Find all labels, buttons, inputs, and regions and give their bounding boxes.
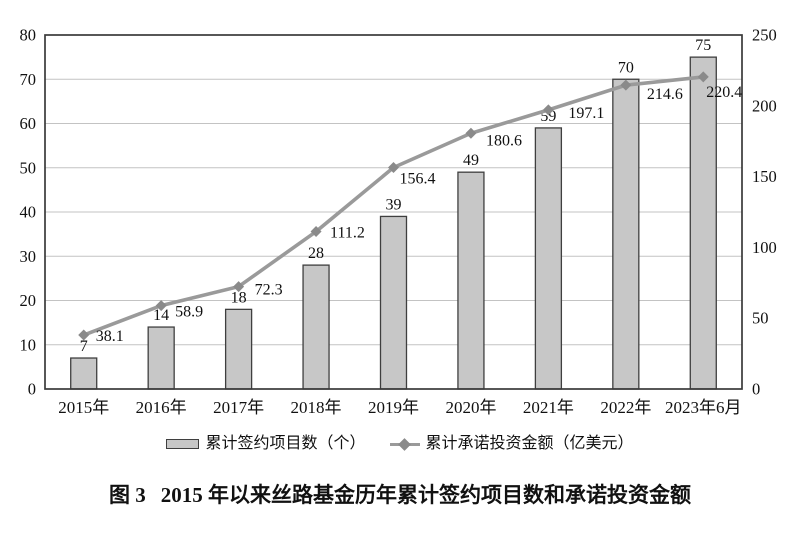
right-axis-tick-label: 250 <box>752 26 777 45</box>
x-axis-label: 2018年 <box>291 398 342 417</box>
x-axis-label: 2022年 <box>600 398 651 417</box>
bar-value-label: 14 <box>153 307 169 324</box>
bar-value-label: 18 <box>231 289 247 306</box>
line-marker-icon <box>697 71 709 83</box>
x-axis-label: 2021年 <box>523 398 574 417</box>
line-marker-icon <box>620 79 632 91</box>
line-value-label: 38.1 <box>96 328 124 345</box>
line-value-label: 220.4 <box>706 84 742 101</box>
bar-swatch-icon <box>166 439 200 449</box>
x-axis-label: 2016年 <box>136 398 187 417</box>
bar <box>224 308 253 390</box>
legend-item-projects: 累计签约项目数（个） <box>166 433 366 455</box>
legend-label-investment: 累计承诺投资金额（亿美元） <box>425 435 634 452</box>
left-axis-tick-label: 70 <box>20 70 37 89</box>
left-axis-tick-label: 40 <box>20 203 37 222</box>
line-value-label: 156.4 <box>400 171 436 188</box>
bar-value-label: 7 <box>80 338 88 355</box>
right-axis-tick-label: 150 <box>752 167 777 186</box>
right-axis-tick-label: 200 <box>752 96 777 115</box>
figure-title-text: 2015 年以来丝路基金历年累计签约项目数和承诺投资金额 <box>160 483 691 507</box>
bar <box>70 357 98 390</box>
right-axis-tick-label: 50 <box>752 309 769 328</box>
plot-border <box>44 34 743 390</box>
line-marker-icon <box>542 104 554 116</box>
bar-value-label: 49 <box>463 152 479 169</box>
left-axis-tick-label: 50 <box>20 158 37 177</box>
left-axis-tick-label: 0 <box>28 380 36 399</box>
chart-legend: 累计签约项目数（个） 累计承诺投资金额（亿美元） <box>0 433 800 455</box>
left-axis-tick-label: 30 <box>20 247 37 266</box>
line-marker-swatch-icon <box>389 437 420 451</box>
line-value-label: 72.3 <box>255 282 283 299</box>
left-axis-tick-label: 20 <box>20 291 37 310</box>
figure-caption: 图 3 2015 年以来丝路基金历年累计签约项目数和承诺投资金额 <box>0 479 800 509</box>
bar-value-label: 28 <box>308 245 324 262</box>
line-marker-icon <box>233 281 245 293</box>
bar-value-label: 75 <box>695 37 711 54</box>
legend-label-projects: 累计签约项目数（个） <box>205 435 366 452</box>
right-axis-tick-label: 0 <box>752 380 760 399</box>
x-axis-label: 2020年 <box>445 398 496 417</box>
bar <box>689 56 717 390</box>
x-axis-label: 2015年 <box>58 398 109 417</box>
diamond-marker-icon <box>397 437 411 451</box>
legend-item-investment: 累计承诺投资金额（亿美元） <box>389 433 634 455</box>
x-axis-label: 2019年 <box>368 398 419 417</box>
line-marker-icon <box>465 127 477 139</box>
combo-chart: 7141828394959707538.158.972.3111.2156.41… <box>20 26 777 418</box>
x-axis-label: 2017年 <box>213 398 264 417</box>
figure-number: 图 3 <box>109 483 146 507</box>
bar-value-label: 39 <box>386 196 402 213</box>
line-value-label: 111.2 <box>330 225 365 242</box>
line-marker-icon <box>78 329 90 341</box>
line-marker-icon <box>388 162 399 174</box>
bar <box>457 171 485 390</box>
x-axis-label: 2023年6月 <box>665 398 742 417</box>
line-value-label: 197.1 <box>568 105 604 122</box>
right-axis-tick-label: 100 <box>752 238 777 257</box>
line-value-label: 214.6 <box>647 86 683 103</box>
line-value-label: 58.9 <box>175 304 203 321</box>
left-axis-tick-label: 80 <box>20 26 37 45</box>
bar-value-label: 70 <box>618 59 634 76</box>
bar <box>612 78 640 390</box>
line-marker-icon <box>310 226 322 238</box>
bar <box>379 215 408 390</box>
bar <box>302 264 330 390</box>
left-axis-tick-label: 10 <box>20 335 37 354</box>
line-marker-icon <box>155 300 167 312</box>
line-value-label: 180.6 <box>486 132 522 149</box>
bar <box>147 326 175 390</box>
left-axis-tick-label: 60 <box>20 114 37 133</box>
bar <box>534 127 563 390</box>
